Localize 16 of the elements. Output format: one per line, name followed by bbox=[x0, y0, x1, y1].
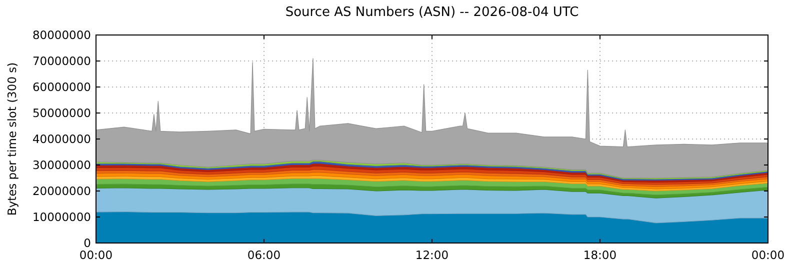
chart-title: Source AS Numbers (ASN) -- 2026-08-04 UTC bbox=[285, 5, 579, 20]
y-tick-label: 40000000 bbox=[32, 132, 91, 146]
x-tick-label: 00:00 bbox=[751, 248, 785, 262]
x-tick-label: 00:00 bbox=[79, 248, 113, 262]
y-axis-title: Bytes per time slot (300 s) bbox=[5, 62, 19, 216]
y-tick-label: 20000000 bbox=[32, 184, 91, 198]
y-tick-label: 0 bbox=[84, 236, 91, 250]
x-tick-label: 06:00 bbox=[247, 248, 281, 262]
y-tick-label: 50000000 bbox=[32, 106, 91, 120]
y-tick-label: 70000000 bbox=[32, 54, 91, 68]
x-tick-label: 12:00 bbox=[415, 248, 449, 262]
y-tick-label: 80000000 bbox=[32, 28, 91, 42]
y-tick-label: 60000000 bbox=[32, 80, 91, 94]
y-tick-label: 10000000 bbox=[32, 210, 91, 224]
x-tick-label: 18:00 bbox=[583, 248, 617, 262]
y-tick-label: 30000000 bbox=[32, 158, 91, 172]
